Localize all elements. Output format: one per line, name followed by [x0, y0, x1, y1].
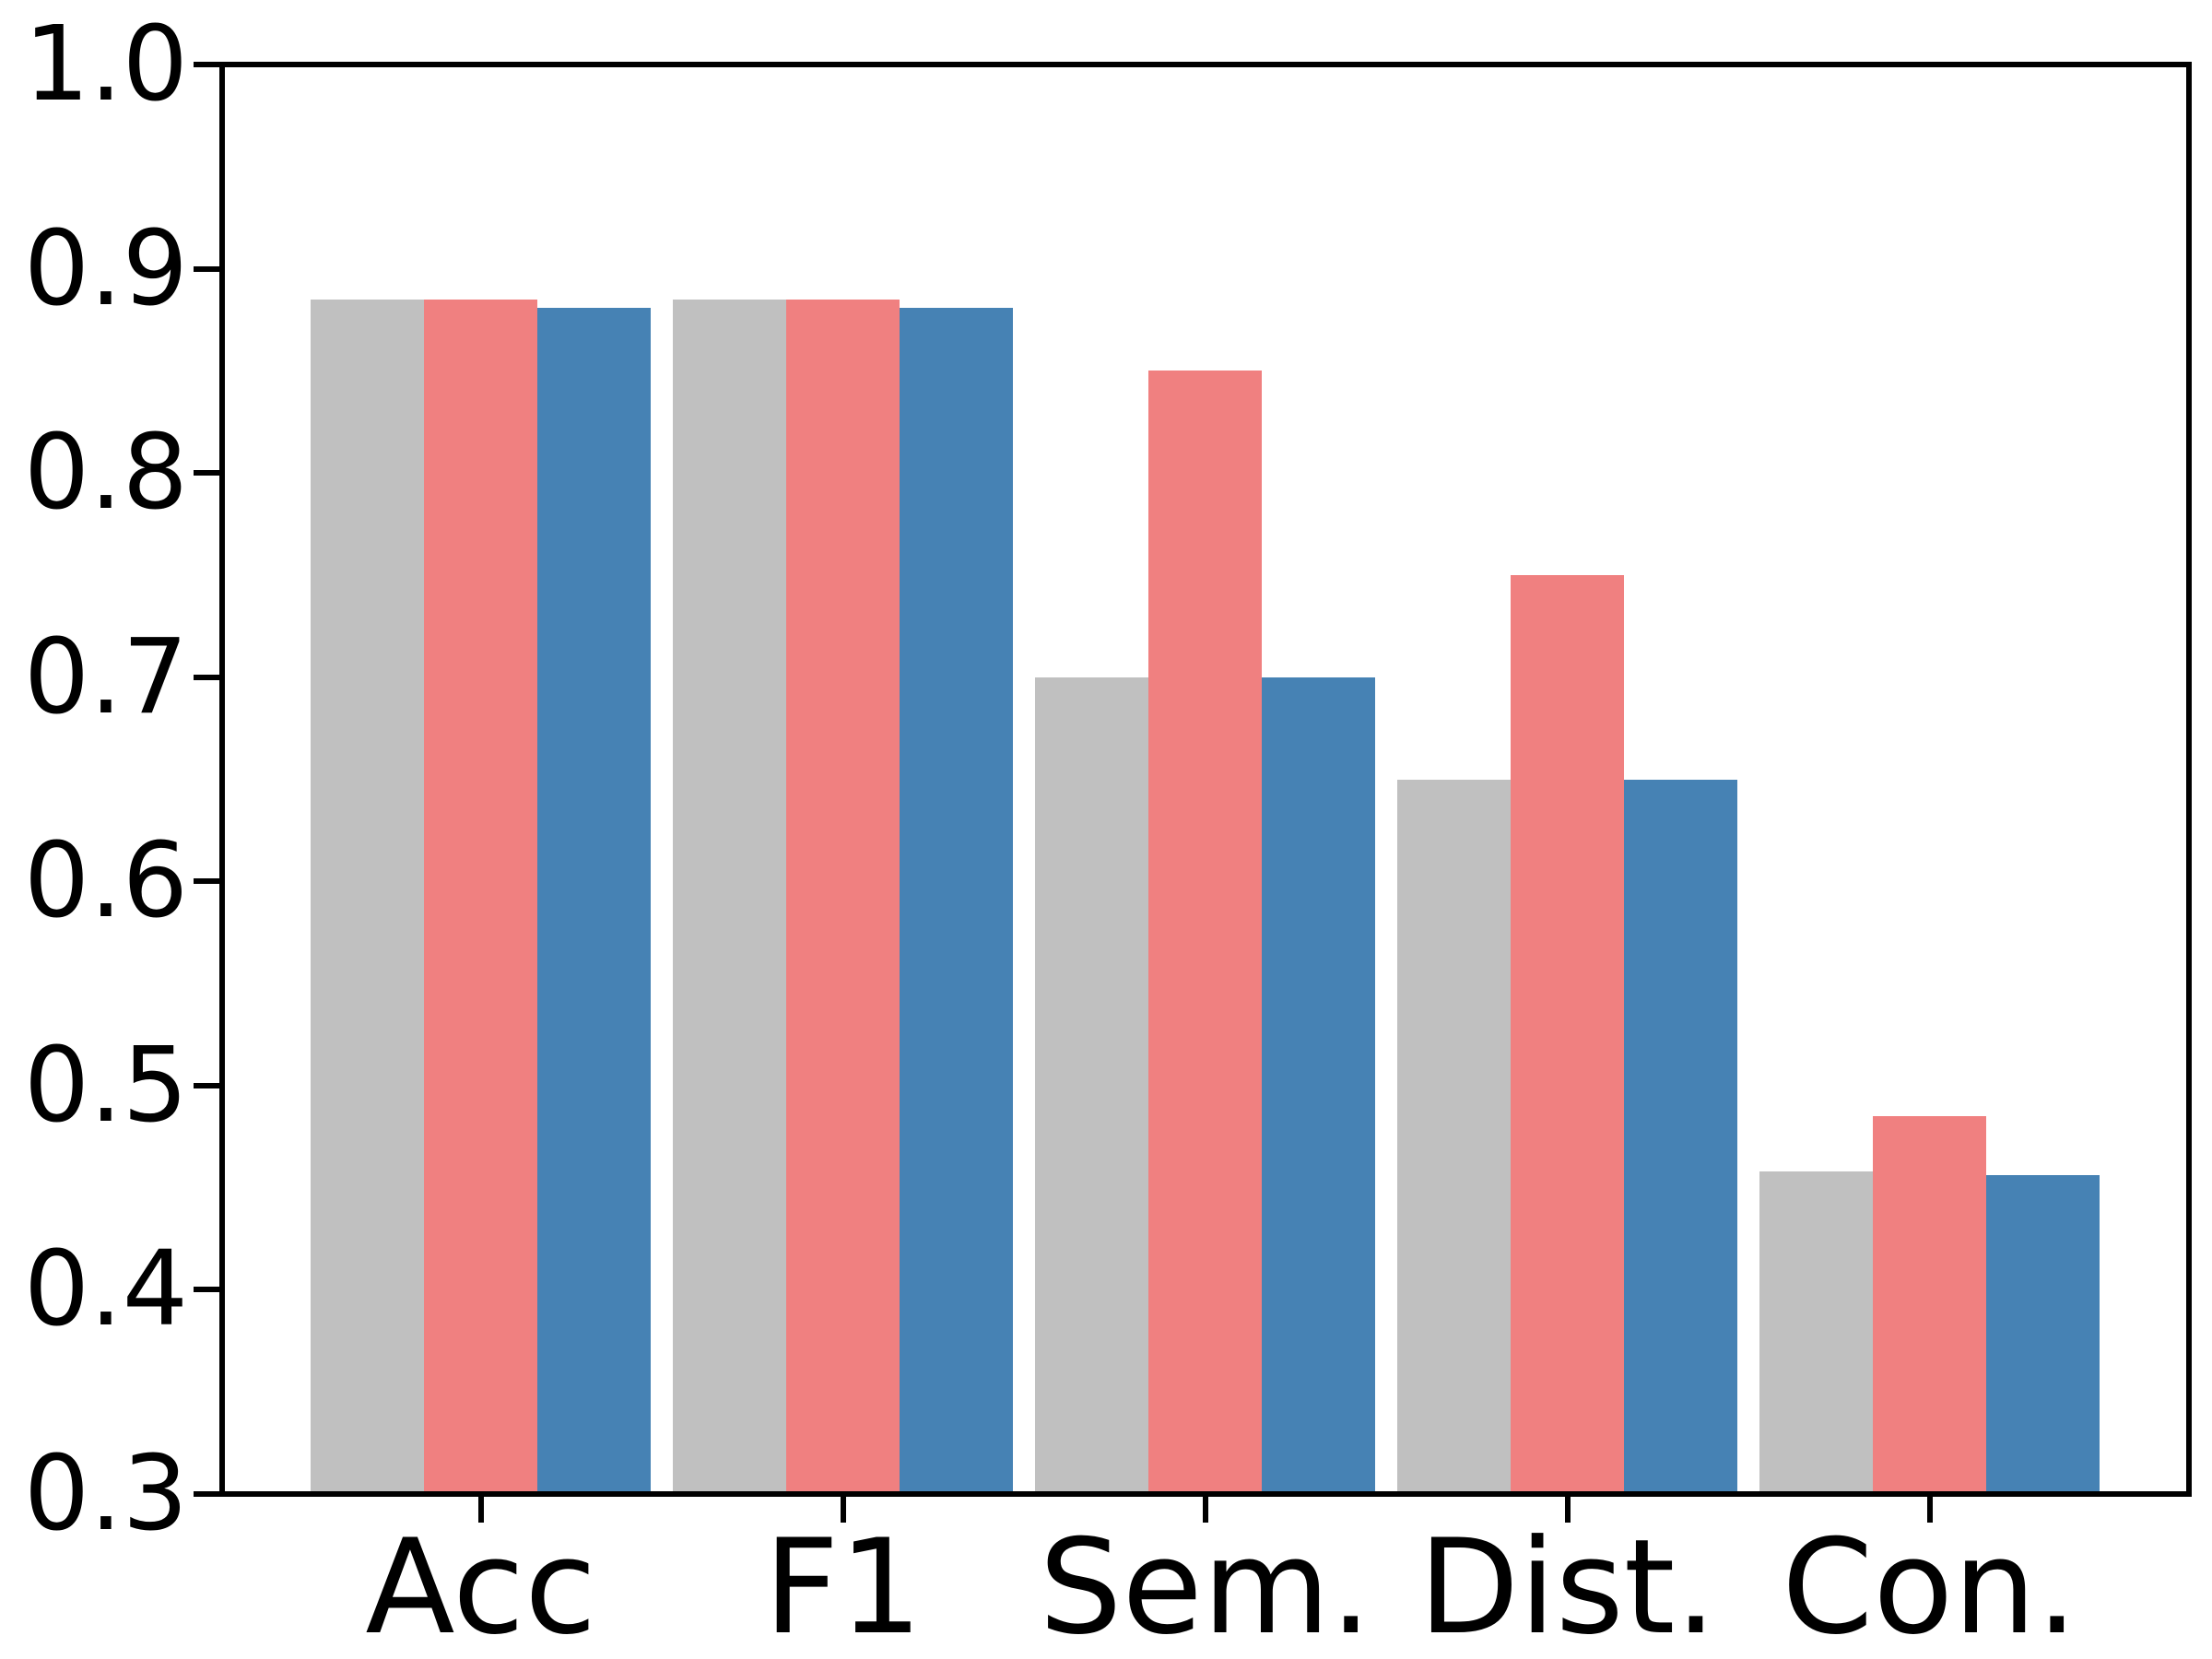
y-tick-label: 0.3: [23, 1434, 188, 1554]
y-tick-mark: [194, 470, 219, 477]
bar-coral-series-dist: [1511, 574, 1625, 1491]
x-tick-label: F1: [763, 1512, 923, 1659]
bar-gray-series-f1: [673, 299, 787, 1491]
bar-gray-series-acc: [311, 299, 425, 1491]
x-tick-label: Con.: [1782, 1512, 2078, 1659]
y-tick-mark: [194, 1082, 219, 1088]
x-tick-mark: [840, 1497, 846, 1523]
bar-coral-series-sem: [1148, 371, 1263, 1491]
bar-coral-series-con: [1873, 1116, 1987, 1491]
x-tick-mark: [477, 1497, 484, 1523]
y-tick-label: 0.4: [23, 1230, 188, 1350]
y-tick-label: 0.7: [23, 617, 188, 737]
bar-blue-series-dist: [1624, 779, 1738, 1491]
x-tick-mark: [1202, 1497, 1208, 1523]
x-tick-label: Acc: [365, 1512, 597, 1659]
bar-gray-series-dist: [1397, 779, 1512, 1491]
y-tick-mark: [194, 265, 219, 272]
bar-gray-series-con: [1759, 1171, 1874, 1491]
bar-blue-series-con: [1986, 1175, 2100, 1491]
y-tick-mark: [194, 674, 219, 680]
bar-blue-series-f1: [900, 307, 1014, 1491]
y-tick-mark: [194, 62, 219, 67]
y-tick-label: 1.0: [23, 5, 188, 124]
y-tick-mark: [194, 1287, 219, 1293]
x-tick-label: Sem.: [1039, 1512, 1372, 1659]
y-tick-label: 0.8: [23, 413, 188, 534]
bar-gray-series-sem: [1035, 677, 1149, 1491]
y-tick-label: 0.6: [23, 821, 188, 942]
y-tick-label: 0.9: [23, 208, 188, 329]
bar-coral-series-f1: [786, 299, 900, 1491]
plot-bars-layer: [225, 67, 2186, 1491]
x-tick-mark: [1564, 1497, 1571, 1523]
x-tick-mark: [1926, 1497, 1933, 1523]
y-tick-mark: [194, 1491, 219, 1497]
bar-blue-series-acc: [537, 307, 652, 1491]
bar-coral-series-acc: [424, 299, 538, 1491]
y-tick-label: 0.5: [23, 1025, 188, 1146]
bar-blue-series-sem: [1262, 677, 1376, 1491]
x-tick-label: Dist.: [1418, 1512, 1717, 1659]
y-tick-mark: [194, 878, 219, 885]
